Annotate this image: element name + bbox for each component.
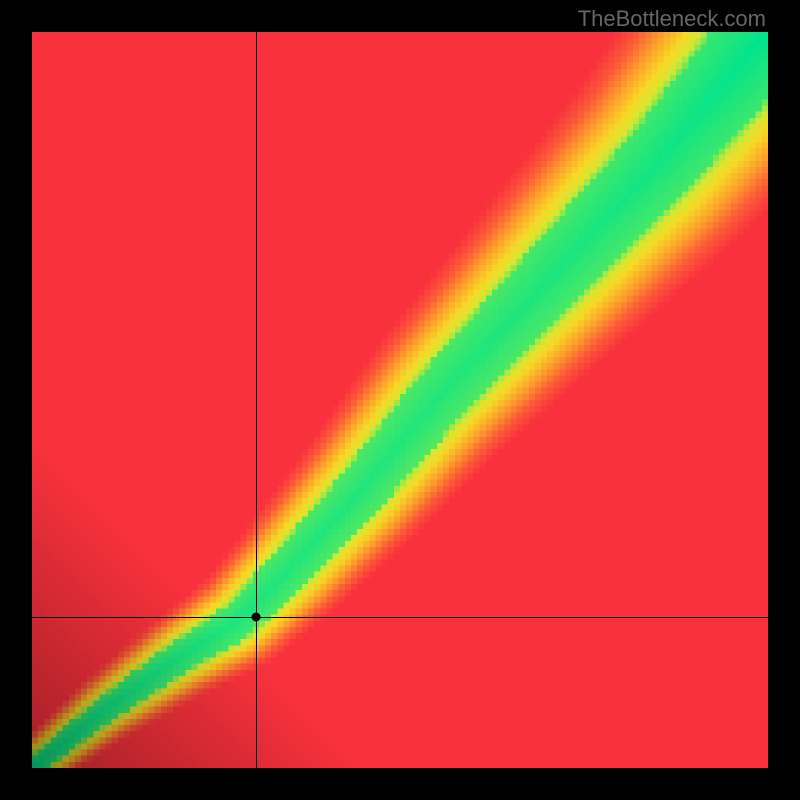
heatmap-canvas <box>32 32 768 768</box>
watermark-text: TheBottleneck.com <box>578 6 766 32</box>
chart-container: TheBottleneck.com <box>0 0 800 800</box>
plot-area <box>32 32 768 768</box>
